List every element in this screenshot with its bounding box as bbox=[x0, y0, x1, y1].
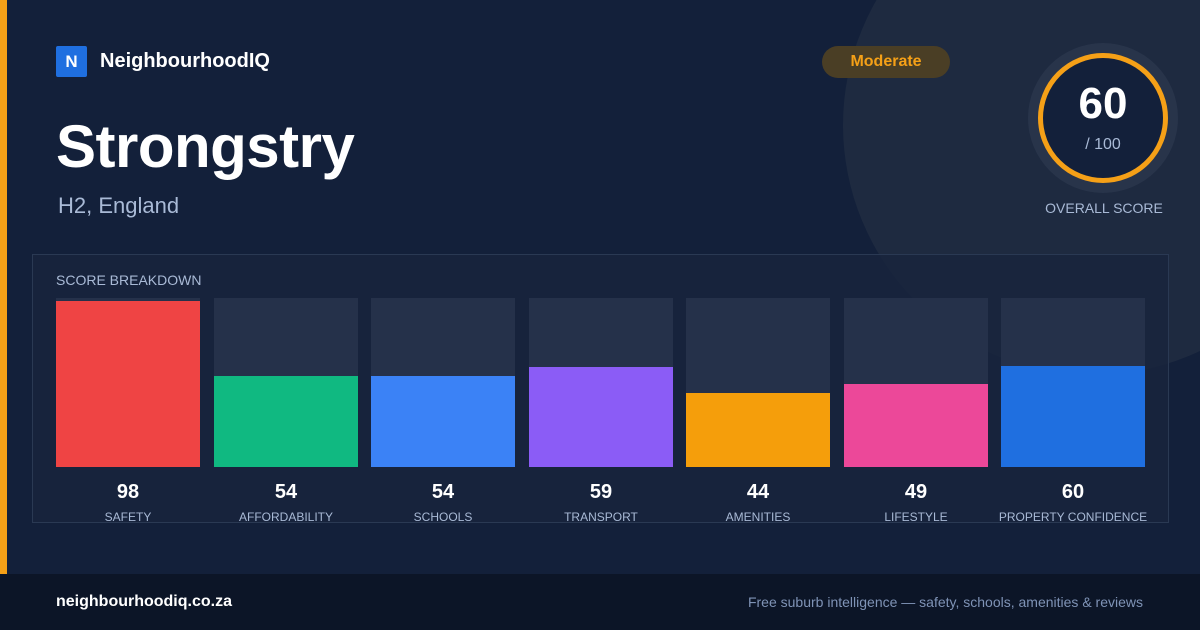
suburb-location: H2, England bbox=[58, 193, 180, 218]
score-breakdown-panel: SCORE BREAKDOWN 98 SAFETY 54 AFFORDABILITY 5… bbox=[32, 254, 1169, 524]
bar-label: LIFESTYLE bbox=[884, 510, 948, 524]
overall-score-caption: OVERALL SCORE bbox=[1045, 200, 1163, 216]
bar-fill bbox=[371, 376, 515, 467]
overall-score-gauge: 60 / 100 bbox=[1028, 43, 1178, 193]
bar-value: 59 bbox=[589, 481, 613, 503]
brand-name: NeighbourhoodIQ bbox=[100, 50, 270, 72]
bar-fill bbox=[529, 367, 673, 467]
footer-domain: neighbourhoodiq.co.za bbox=[56, 593, 232, 610]
breakdown-title: SCORE BREAKDOWN bbox=[56, 272, 202, 288]
bar-track bbox=[686, 298, 830, 467]
bar-value: 54 bbox=[274, 481, 298, 503]
bar-track bbox=[1001, 298, 1145, 467]
overall-score-max: / 100 bbox=[1085, 136, 1121, 153]
bar-value: 60 bbox=[1061, 481, 1085, 503]
rating-badge: Moderate bbox=[822, 46, 950, 78]
bar-track bbox=[371, 298, 515, 467]
bar-fill bbox=[686, 393, 830, 467]
bar-value: 54 bbox=[431, 481, 455, 503]
brand: N NeighbourhoodIQ bbox=[56, 46, 270, 77]
score-ring: 60 / 100 bbox=[1038, 53, 1168, 183]
bar-value: 98 bbox=[116, 481, 140, 503]
footer: neighbourhoodiq.co.za Free suburb intell… bbox=[0, 574, 1200, 630]
accent-bar bbox=[0, 0, 7, 574]
bar-label: PROPERTY CONFIDENCE bbox=[998, 510, 1148, 524]
bar-value: 49 bbox=[904, 481, 928, 503]
bar-label: SCHOOLS bbox=[413, 510, 473, 524]
bar-track bbox=[844, 298, 988, 467]
share-card: N NeighbourhoodIQ Strongstry H2, England… bbox=[0, 0, 1200, 574]
bar-label: TRANSPORT bbox=[564, 510, 638, 524]
bar-track bbox=[56, 298, 200, 467]
bar-fill bbox=[214, 376, 358, 467]
bar-fill bbox=[56, 301, 200, 467]
overall-score-value: 60 bbox=[1078, 79, 1128, 128]
bar-label: SAFETY bbox=[104, 510, 152, 524]
bar-fill bbox=[1001, 366, 1145, 467]
brand-logo-icon: N bbox=[56, 46, 87, 77]
footer-tagline: Free suburb intelligence — safety, schoo… bbox=[747, 594, 1143, 610]
bar-track bbox=[529, 298, 673, 467]
bar-track bbox=[214, 298, 358, 467]
bar-label: AMENITIES bbox=[725, 510, 791, 524]
bar-value: 44 bbox=[746, 481, 770, 503]
suburb-title: Strongstry bbox=[56, 113, 355, 180]
bar-label: AFFORDABILITY bbox=[238, 510, 333, 524]
bar-fill bbox=[844, 384, 988, 467]
